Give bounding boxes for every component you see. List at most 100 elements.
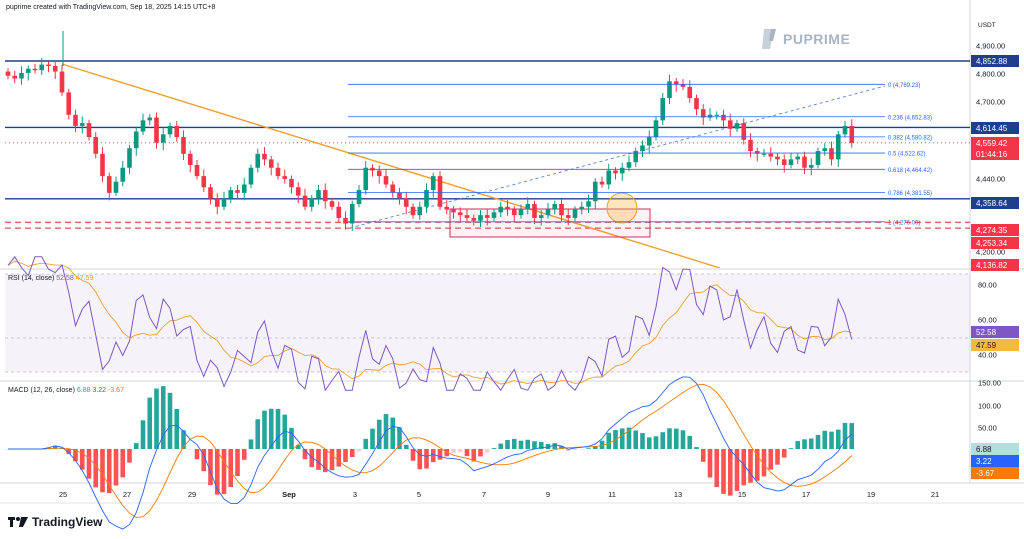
candle-body — [592, 181, 598, 202]
macd-histogram-bar — [498, 443, 504, 449]
time-axis-tick: 13 — [674, 490, 682, 499]
candle-body — [268, 159, 274, 168]
price-badge-label: 4,358.64 — [976, 199, 1008, 208]
macd-badge — [971, 467, 1019, 479]
candle-body — [451, 209, 456, 213]
candle-body — [248, 167, 254, 185]
macd-histogram-bar — [268, 408, 274, 449]
macd-histogram-bar — [464, 449, 470, 457]
macd-histogram-bar — [86, 449, 92, 479]
candle-body — [667, 81, 672, 99]
macd-histogram-bar — [761, 449, 767, 477]
candle-body — [572, 209, 578, 218]
candle-body — [795, 156, 801, 160]
candle-body — [721, 114, 726, 121]
macd-histogram-bar — [390, 417, 396, 449]
macd-histogram-bar — [586, 448, 591, 449]
macd-histogram-bar — [147, 397, 153, 449]
macd-histogram-bar — [538, 442, 544, 449]
candle-body — [228, 190, 234, 199]
tradingview-wordmark: TradingView — [32, 515, 103, 529]
candle-body — [788, 159, 794, 165]
macd-title-value: -3.67 — [108, 387, 124, 394]
candle-body — [532, 203, 537, 218]
macd-histogram-bar — [430, 449, 436, 463]
price-badge-label: 4,852.88 — [976, 57, 1008, 66]
time-axis-tick: 3 — [353, 490, 357, 499]
candle-body — [538, 215, 544, 218]
rsi-badge-label: 47.59 — [976, 341, 997, 350]
macd-histogram-bar — [781, 449, 787, 458]
macd-histogram-bar — [295, 444, 301, 449]
macd-histogram-bar — [768, 449, 774, 470]
macd-histogram-bar — [262, 410, 267, 449]
descending-trendline — [61, 63, 721, 268]
price-badge — [971, 122, 1019, 134]
macd-histogram-bar — [707, 449, 713, 478]
macd-histogram-bar — [316, 449, 321, 470]
time-axis-tick: 29 — [188, 490, 196, 499]
price-badge-label: 4,274.35 — [976, 226, 1008, 235]
rsi-title-ma: 47.59 — [76, 275, 94, 282]
candle-body — [626, 162, 632, 168]
candle-body — [235, 190, 240, 193]
time-axis-tick: 15 — [738, 490, 746, 499]
tradingview-logo[interactable]: TradingView — [8, 515, 102, 529]
macd-histogram-bar — [275, 408, 281, 449]
candle-body — [302, 195, 308, 207]
candle-body — [100, 153, 105, 177]
candle-body — [444, 206, 450, 210]
macd-histogram-bar — [255, 419, 261, 449]
macd-histogram-bar — [748, 449, 753, 483]
candle-body — [255, 153, 261, 168]
candle-body — [113, 181, 119, 193]
candle-body — [559, 203, 564, 216]
candle-body — [221, 198, 227, 207]
rsi-line — [7, 255, 853, 392]
macd-histogram-bar — [795, 441, 801, 449]
macd-histogram-bar — [572, 449, 578, 450]
macd-histogram-bar — [606, 432, 612, 449]
macd-histogram-bar — [79, 449, 85, 470]
macd-histogram-bar — [734, 449, 740, 491]
candle-body — [403, 198, 409, 207]
macd-badge-label: -3.67 — [976, 469, 995, 478]
puprime-logo-icon — [762, 29, 776, 49]
candle-body — [12, 75, 18, 79]
candle-body — [329, 201, 335, 207]
rsi-badge — [971, 339, 1019, 351]
candle-body — [289, 178, 294, 188]
macd-histogram-bar — [491, 448, 497, 449]
macd-histogram-bar — [808, 438, 814, 449]
candle-body — [39, 64, 45, 71]
candle-body — [505, 206, 510, 210]
macd-histogram-bar — [673, 428, 679, 449]
candle-body — [106, 176, 112, 193]
candle-body — [410, 206, 416, 216]
macd-histogram-bar — [680, 430, 686, 449]
price-axis-tick: 4,200.00 — [976, 248, 1005, 257]
macd-axis-tick: 100.00 — [978, 402, 1001, 411]
candle-body — [93, 137, 99, 154]
candle-body — [73, 114, 78, 126]
time-axis-tick: 9 — [546, 490, 550, 499]
candle-body — [46, 64, 51, 66]
candle-body — [498, 206, 504, 213]
macd-histogram-bar — [322, 449, 328, 473]
macd-histogram-bar — [133, 443, 139, 449]
candle-body — [653, 120, 659, 138]
time-axis-tick: 7 — [482, 490, 486, 499]
candle-body — [687, 86, 693, 99]
macd-histogram-bar — [579, 449, 585, 450]
price-badge — [971, 224, 1019, 236]
macd-histogram-bar — [248, 439, 254, 449]
candle-body — [802, 156, 807, 168]
macd-histogram-bar — [174, 408, 180, 449]
candle-body — [32, 68, 38, 71]
price-badge — [971, 148, 1019, 160]
candle-body — [754, 151, 760, 154]
macd-histogram-bar — [228, 449, 234, 487]
macd-line — [8, 376, 853, 530]
